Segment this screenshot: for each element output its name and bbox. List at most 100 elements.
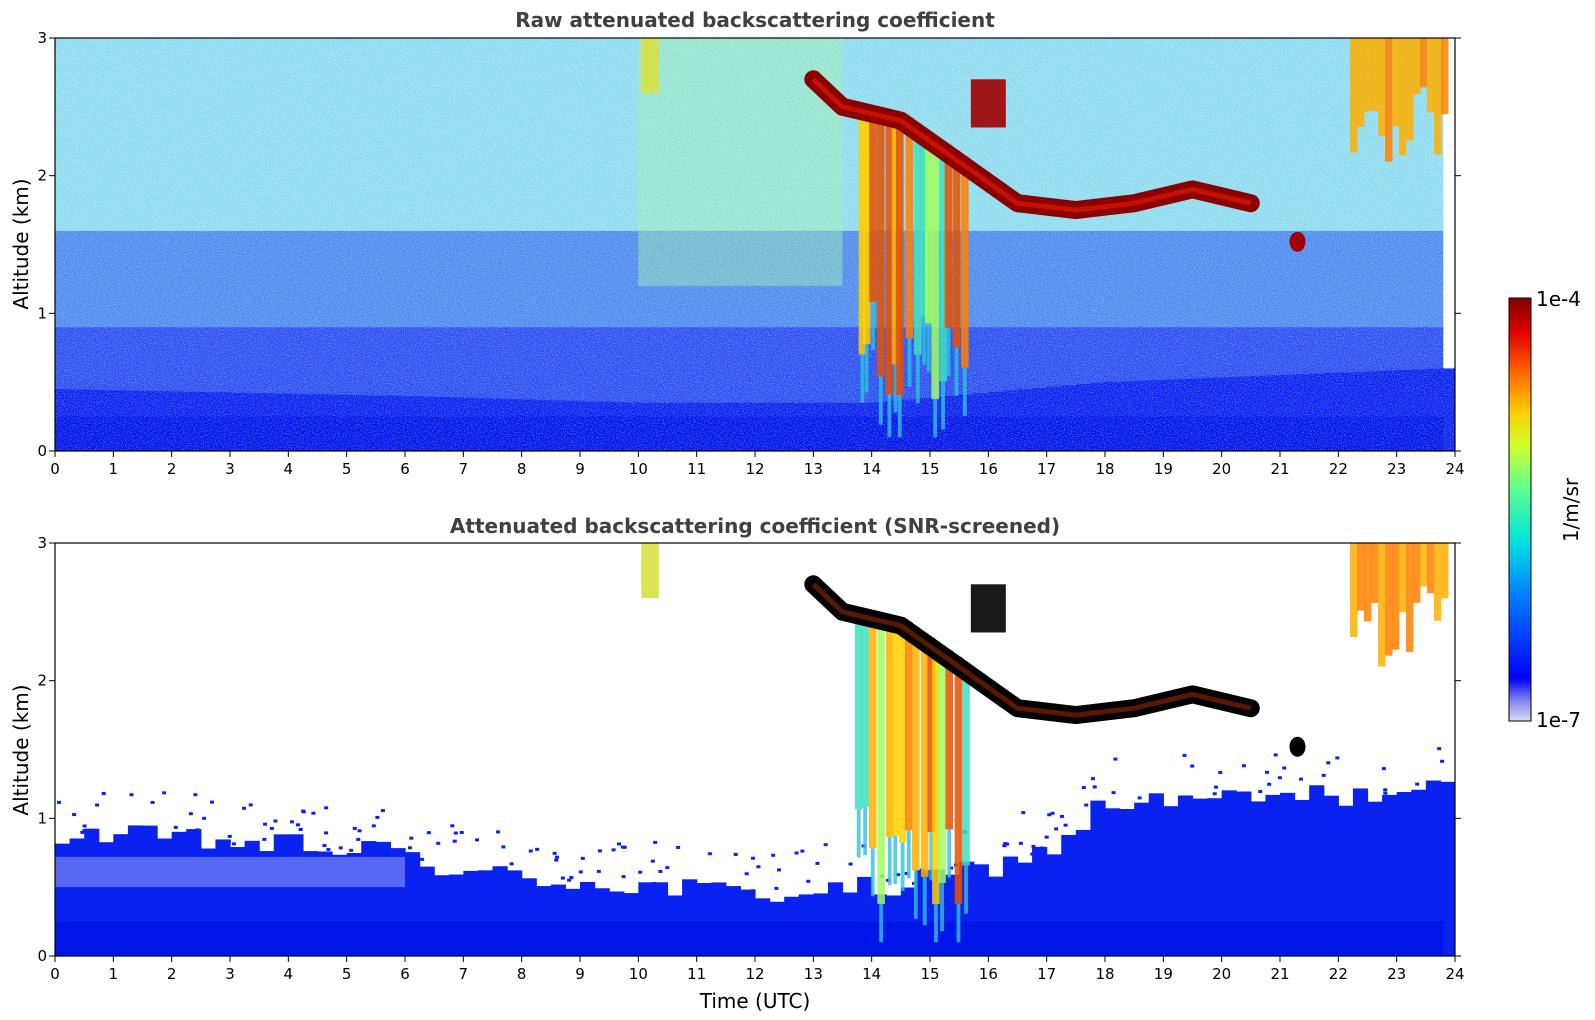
x-tick-label: 8 xyxy=(517,460,527,478)
precip-streak xyxy=(898,618,907,843)
noise-speck xyxy=(1090,777,1095,781)
noise-speck xyxy=(1031,844,1036,848)
noise-speck xyxy=(311,811,316,815)
noise-speck xyxy=(949,866,954,870)
x-tick-label: 22 xyxy=(1329,965,1348,983)
high-cloud xyxy=(1399,38,1407,156)
noise-speck xyxy=(129,793,134,797)
noise-speck xyxy=(771,853,776,857)
noise-speck xyxy=(569,876,574,880)
noise-speck xyxy=(904,871,909,875)
panel2-y-ticks: 0 1 2 3 xyxy=(37,534,1461,965)
x-tick-label: 23 xyxy=(1387,965,1406,983)
x-tick-label: 15 xyxy=(920,965,939,983)
precip-tail xyxy=(893,835,898,885)
boundary-layer-column xyxy=(1250,801,1267,956)
noise-speck xyxy=(173,825,178,829)
noise-speck xyxy=(1214,785,1219,789)
precip-tail xyxy=(933,399,938,438)
panel1-y-ticks: 0 1 2 3 xyxy=(37,29,1461,460)
x-tick-label: 11 xyxy=(687,460,706,478)
x-tick-label: 11 xyxy=(687,965,706,983)
noise-speck xyxy=(295,823,300,827)
noise-speck xyxy=(647,885,652,889)
precip-tail xyxy=(922,876,927,926)
panel1-y-label: Altitude (km) xyxy=(9,178,33,309)
noise-speck xyxy=(658,869,663,873)
precip-tail xyxy=(879,903,884,943)
noise-speck xyxy=(528,849,533,853)
precip-streak xyxy=(954,656,963,905)
noise-speck xyxy=(231,842,236,846)
noise-speck xyxy=(567,878,572,882)
noise-speck xyxy=(352,826,357,830)
noise-speck xyxy=(420,857,425,861)
noise-speck xyxy=(830,890,835,894)
precip-tail xyxy=(922,316,927,365)
cloud-layer-core xyxy=(811,77,1252,213)
noise-speck xyxy=(651,882,656,886)
noise-speck xyxy=(453,831,458,835)
noise-speck xyxy=(1190,764,1195,768)
noise-speck xyxy=(800,849,805,853)
precip-streak xyxy=(927,637,936,833)
x-tick-label: 12 xyxy=(745,460,764,478)
boundary-layer-column xyxy=(1440,781,1455,956)
cloud-blob xyxy=(1289,736,1306,757)
precip-streak xyxy=(891,616,900,836)
noise-speck xyxy=(1021,811,1026,815)
boundary-layer-column xyxy=(1382,794,1398,956)
noise-speck xyxy=(188,812,193,816)
boundary-layer-column xyxy=(1338,805,1354,956)
x-tick-label: 22 xyxy=(1329,460,1348,478)
boundary-layer-column xyxy=(1119,809,1135,956)
noise-speck xyxy=(408,846,413,850)
noise-speck xyxy=(289,820,294,824)
precip-streak xyxy=(932,640,940,905)
panel2-y-label: Altitude (km) xyxy=(9,684,33,815)
noise-speck xyxy=(653,840,658,844)
high-cloud xyxy=(1399,543,1407,613)
precip-tail xyxy=(887,394,892,438)
noise-speck xyxy=(1047,813,1052,817)
noise-speck xyxy=(552,851,557,855)
precip-streak xyxy=(858,106,867,355)
precip-tail xyxy=(871,301,875,351)
noise-speck xyxy=(1277,776,1282,780)
high-cloud xyxy=(1364,543,1372,622)
noise-speck xyxy=(919,877,924,881)
x-tick-label: 18 xyxy=(1095,460,1114,478)
x-tick-label: 10 xyxy=(629,460,648,478)
precip-streak xyxy=(939,140,947,382)
x-tick-label: 9 xyxy=(575,460,585,478)
noise-speck xyxy=(1044,835,1049,839)
x-tick-label: 0 xyxy=(50,965,60,983)
noise-speck xyxy=(1137,796,1142,800)
precip-streak xyxy=(911,626,920,871)
noise-speck xyxy=(751,856,756,860)
noise-speck xyxy=(1383,788,1388,792)
precip-streak xyxy=(952,150,961,348)
noise-speck xyxy=(324,831,329,835)
precip-tail xyxy=(962,367,967,416)
x-tick-label: 6 xyxy=(400,460,410,478)
noise-speck xyxy=(611,848,616,852)
high-cloud xyxy=(1406,543,1414,652)
noise-speck xyxy=(82,824,87,828)
high-cloud xyxy=(1406,38,1414,141)
noise-speck xyxy=(597,849,602,853)
noise-speck xyxy=(774,886,779,890)
x-tick-label: 20 xyxy=(1212,460,1231,478)
x-tick-label: 14 xyxy=(862,460,881,478)
noise-speck xyxy=(338,846,343,850)
x-tick-label: 17 xyxy=(1037,965,1056,983)
boundary-layer-column xyxy=(1105,808,1121,956)
noise-speck xyxy=(380,809,385,813)
x-tick-label: 13 xyxy=(804,965,823,983)
noise-speck xyxy=(162,791,167,795)
high-cloud xyxy=(1378,543,1386,667)
noise-speck xyxy=(596,869,601,873)
noise-speck xyxy=(293,838,298,842)
y-tick-label: 3 xyxy=(37,534,47,552)
precip-streak xyxy=(876,108,885,377)
